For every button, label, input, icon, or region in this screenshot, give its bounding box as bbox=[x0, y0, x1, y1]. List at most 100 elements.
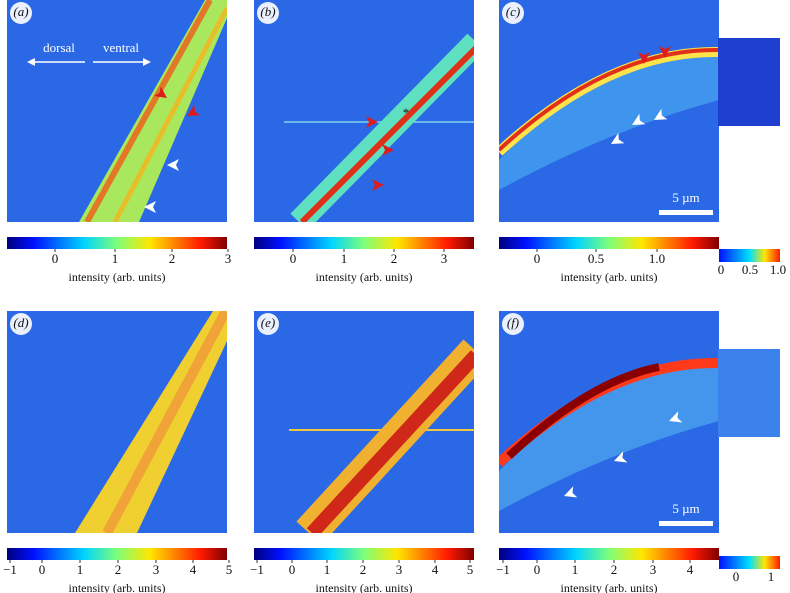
panel-label-group: (c) bbox=[502, 2, 524, 24]
band-core bbox=[506, 363, 660, 459]
band-core bbox=[299, 45, 474, 222]
arrowhead bbox=[366, 116, 378, 128]
band-edge bbox=[102, 311, 227, 533]
inset-colorbar bbox=[719, 249, 780, 262]
label-bg bbox=[257, 313, 279, 335]
band bbox=[75, 311, 227, 533]
colorbar-tick-label: 5 bbox=[226, 562, 233, 577]
inset-colorbar-tick-label: 0 bbox=[718, 262, 725, 277]
image bbox=[7, 311, 227, 533]
inset-image bbox=[718, 349, 780, 437]
panel-label-group: (e) bbox=[257, 313, 279, 335]
arrowhead bbox=[614, 451, 628, 463]
arrowhead bbox=[153, 86, 167, 98]
arrowhead bbox=[187, 104, 201, 116]
colorbar-tick-label: 2 bbox=[169, 251, 176, 266]
label-bg bbox=[257, 2, 279, 24]
glow bbox=[499, 362, 719, 511]
panel: (e) −1 0 1 2 3 4 5 intensity (arb. units) bbox=[250, 311, 474, 593]
colorbar-label: intensity (arb. units) bbox=[316, 270, 413, 284]
colorbar-tick-label: 2 bbox=[391, 251, 398, 266]
image bbox=[254, 311, 474, 533]
label-bg bbox=[502, 2, 524, 24]
colorbar-tick-label: 1 bbox=[324, 562, 331, 577]
colorbar-tick-label: 0 bbox=[39, 562, 46, 577]
scale-bar bbox=[659, 210, 713, 215]
band-core bbox=[499, 47, 719, 152]
panel-label-group: (f) bbox=[502, 313, 524, 335]
arrowhead bbox=[167, 159, 179, 171]
arrowhead bbox=[382, 144, 394, 156]
colorbar-tick-label: 5 bbox=[467, 562, 474, 577]
colorbar bbox=[254, 548, 474, 560]
panel: (f) 5 µm −1 0 1 2 3 4 intensity (arb. units) 0 1 bbox=[496, 311, 780, 593]
panel-label: (c) bbox=[506, 4, 520, 19]
panel-label-group: (a) bbox=[10, 2, 32, 24]
colorbar-label: intensity (arb. units) bbox=[561, 270, 658, 284]
colorbar-label: intensity (arb. units) bbox=[69, 581, 166, 593]
panel-label: (b) bbox=[260, 4, 275, 19]
panel-label: (e) bbox=[261, 315, 275, 330]
colorbar-tick-label: 1.0 bbox=[649, 251, 665, 266]
scale-bar bbox=[659, 521, 713, 526]
arrowhead bbox=[638, 52, 650, 64]
arrowhead bbox=[611, 132, 625, 144]
colorbar-tick-label: 1 bbox=[341, 251, 348, 266]
colorbar-tick-label: 3 bbox=[650, 562, 657, 577]
band-edge bbox=[112, 6, 227, 222]
colorbar-label: intensity (arb. units) bbox=[561, 581, 658, 593]
panel-label-group: (b) bbox=[257, 2, 279, 24]
inset-colorbar bbox=[719, 556, 780, 569]
colorbar-tick-label: 4 bbox=[190, 562, 197, 577]
annotation: dorsal bbox=[43, 40, 75, 55]
panel: (a) dorsal ventral 0 1 2 3 intensity (arb. unit… bbox=[7, 0, 231, 284]
band-edge bbox=[84, 0, 213, 222]
panel-label-group: (d) bbox=[10, 313, 32, 335]
colorbar-tick-label: −1 bbox=[3, 562, 17, 577]
colorbar-tick-label: 1 bbox=[77, 562, 84, 577]
arrow-tip bbox=[143, 58, 151, 66]
inset-colorbar-tick-label: 0 bbox=[733, 569, 740, 584]
colorbar bbox=[499, 548, 719, 560]
colorbar bbox=[254, 237, 474, 249]
arrowhead bbox=[144, 201, 156, 213]
inset-colorbar-tick-label: 1 bbox=[768, 569, 775, 584]
inset-image bbox=[718, 38, 780, 126]
colorbar-tick-label: 4 bbox=[687, 562, 694, 577]
colorbar-tick-label: 0 bbox=[534, 251, 541, 266]
colorbar bbox=[499, 237, 719, 249]
arrowhead bbox=[632, 113, 646, 125]
colorbar-tick-label: 3 bbox=[153, 562, 160, 577]
colorbar-tick-label: 3 bbox=[396, 562, 403, 577]
image bbox=[7, 0, 227, 222]
colorbar-tick-label: 4 bbox=[432, 562, 439, 577]
colorbar-tick-label: 1 bbox=[112, 251, 119, 266]
colorbar bbox=[7, 548, 227, 560]
colorbar-tick-label: 0 bbox=[289, 562, 296, 577]
colorbar-tick-label: −1 bbox=[496, 562, 510, 577]
colorbar-tick-label: 1 bbox=[572, 562, 579, 577]
scale-bar-label: 5 µm bbox=[672, 501, 699, 516]
arrowhead bbox=[669, 411, 683, 423]
colorbar-tick-label: 3 bbox=[225, 251, 232, 266]
image-bg bbox=[254, 0, 474, 222]
image-bg bbox=[254, 311, 474, 533]
colorbar-tick-label: −1 bbox=[250, 562, 264, 577]
image bbox=[254, 0, 474, 222]
colorbar-tick-label: 2 bbox=[611, 562, 618, 577]
arrowhead bbox=[564, 486, 578, 498]
colorbar bbox=[7, 237, 227, 249]
colorbar-tick-label: 0 bbox=[534, 562, 541, 577]
colorbar-label: intensity (arb. units) bbox=[316, 581, 413, 593]
band-core bbox=[306, 350, 474, 533]
colorbar-tick-label: 0.5 bbox=[588, 251, 604, 266]
label-bg bbox=[502, 313, 524, 335]
panel-label: (a) bbox=[13, 4, 28, 19]
inset-colorbar-tick-label: 1.0 bbox=[770, 262, 786, 277]
arrow-tip bbox=[27, 58, 35, 66]
colorbar-tick-label: 0 bbox=[52, 251, 59, 266]
image bbox=[499, 311, 719, 533]
panel: (b) * 0 1 2 3 intensity (arb. units) bbox=[254, 0, 474, 284]
annotation: ventral bbox=[103, 40, 139, 55]
